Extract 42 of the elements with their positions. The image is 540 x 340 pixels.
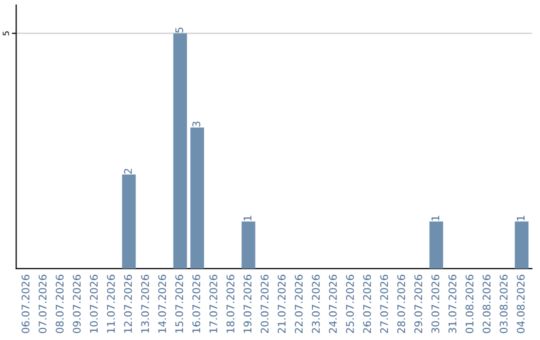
x-tick-label: 08.07.2026 [56,274,64,334]
x-tick-label: 16.07.2026 [192,274,200,333]
x-tick-label: 24.07.2026 [328,274,337,334]
x-tick-label: 02.08.2026 [482,274,491,334]
x-tick-label: 28.07.2026 [397,274,406,334]
data-label: 2 [124,168,132,174]
x-tick-label: 11.07.2026 [106,274,115,333]
x-tick-label: 17.07.2026 [209,274,218,333]
x-tick-label: 31.07.2026 [448,274,456,334]
x-tick-label: 23.07.2026 [312,274,320,334]
data-label: 1 [432,216,440,220]
x-tick-label: 19.07.2026 [244,274,252,333]
x-tick-label: 13.07.2026 [141,274,149,333]
data-label: 1 [516,216,525,220]
x-tick-label: 22.07.2026 [294,274,303,334]
bar [122,174,136,269]
x-tick-label: 20.07.2026 [260,274,269,334]
data-label: 5 [175,28,184,33]
x-tick-label: 21.07.2026 [278,274,286,334]
x-tick-label: 07.07.2026 [38,274,47,334]
x-tick-label: 18.07.2026 [226,274,234,333]
x-tick-label: 27.07.2026 [380,274,388,334]
x-tick-label: 29.07.2026 [414,274,422,334]
x-tick-label: 10.07.2026 [90,274,98,333]
x-tick-label: 14.07.2026 [158,274,166,333]
x-tick-label: 25.07.2026 [346,274,354,334]
bar [429,222,444,269]
data-label: 3 [192,122,200,127]
bar [514,222,528,269]
x-tick-label: 09.07.2026 [72,274,81,334]
x-tick-label: 04.08.2026 [516,274,525,334]
bar [173,33,187,269]
x-tick-label: 01.08.2026 [466,274,474,334]
x-tick-label: 15.07.2026 [175,274,184,333]
x-tick-label: 30.07.2026 [431,274,440,334]
x-tick-label: 06.07.2026 [22,274,30,334]
bar [190,127,204,269]
bar [242,222,256,269]
x-tick-label: 03.08.2026 [500,274,508,334]
x-tick-label: 12.07.2026 [124,274,132,333]
x-tick-label: 26.07.2026 [363,274,371,334]
data-label: 1 [244,216,252,220]
